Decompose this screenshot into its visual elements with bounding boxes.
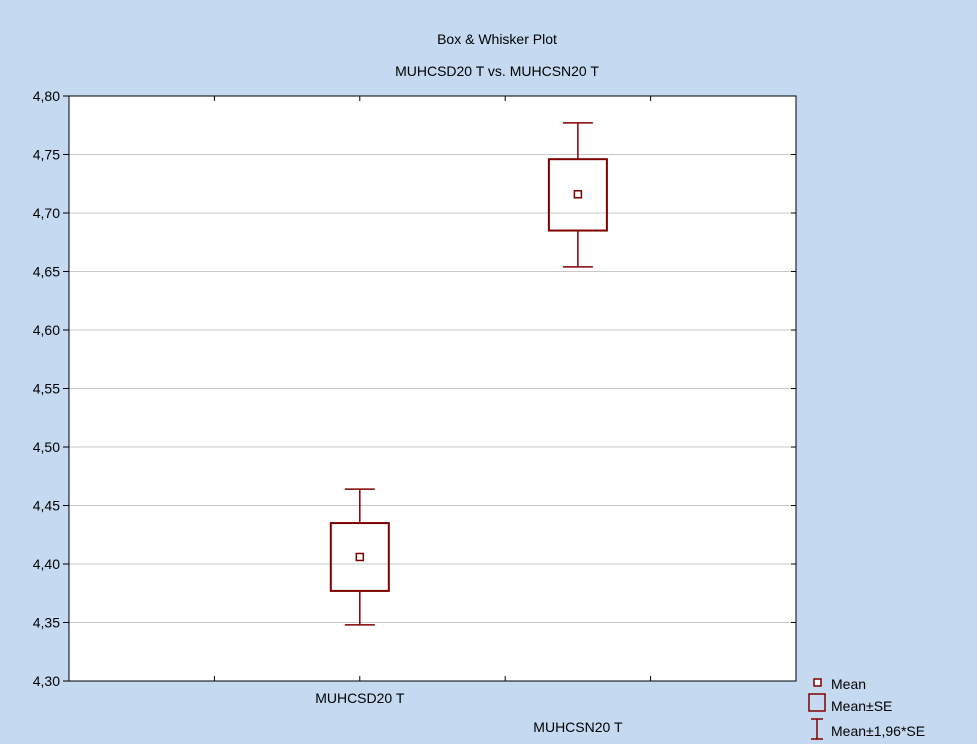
y-tick-label: 4,35 [33, 615, 60, 631]
mean-marker [355, 552, 365, 562]
legend-label: Mean±1,96*SE [831, 723, 925, 739]
x-axis-ticks: MUHCSD20 T MUHCSN20 T [213, 96, 652, 735]
y-tick-label: 4,70 [33, 205, 60, 221]
legend-label: Mean±SE [831, 698, 892, 714]
y-tick-label: 4,40 [33, 556, 60, 572]
box-group [329, 488, 390, 626]
legend-box-icon [808, 693, 826, 712]
mean-marker [573, 190, 583, 199]
se-box [547, 158, 608, 232]
y-tick-label: 4,30 [33, 673, 60, 689]
x-tick-label: MUHCSN20 T [533, 719, 623, 735]
y-axis-ticks: 4,30 4,35 4,40 4,45 4,50 4,55 4,60 4,65 4,70 4,75… [33, 88, 796, 689]
legend: Mean Mean±SE Mean±1,96*SE [808, 676, 925, 740]
x-tick-label: MUHCSD20 T [315, 690, 405, 706]
chart-subtitle: MUHCSD20 T vs. MUHCSN20 T [395, 63, 599, 79]
y-tick-label: 4,65 [33, 264, 60, 280]
y-tick-label: 4,55 [33, 381, 60, 397]
y-tick-label: 4,80 [33, 88, 60, 104]
se-box [329, 522, 390, 592]
legend-label: Mean [831, 676, 866, 692]
legend-mean-icon [813, 678, 822, 687]
y-tick-label: 4,45 [33, 498, 60, 514]
box-series [329, 122, 608, 626]
grid-lines [69, 154, 796, 623]
y-tick-label: 4,50 [33, 439, 60, 455]
plot-frame [68, 95, 797, 682]
chart-title: Box & Whisker Plot [437, 31, 557, 47]
y-tick-label: 4,60 [33, 322, 60, 338]
box-group [547, 122, 608, 268]
y-tick-label: 4,75 [33, 147, 60, 163]
